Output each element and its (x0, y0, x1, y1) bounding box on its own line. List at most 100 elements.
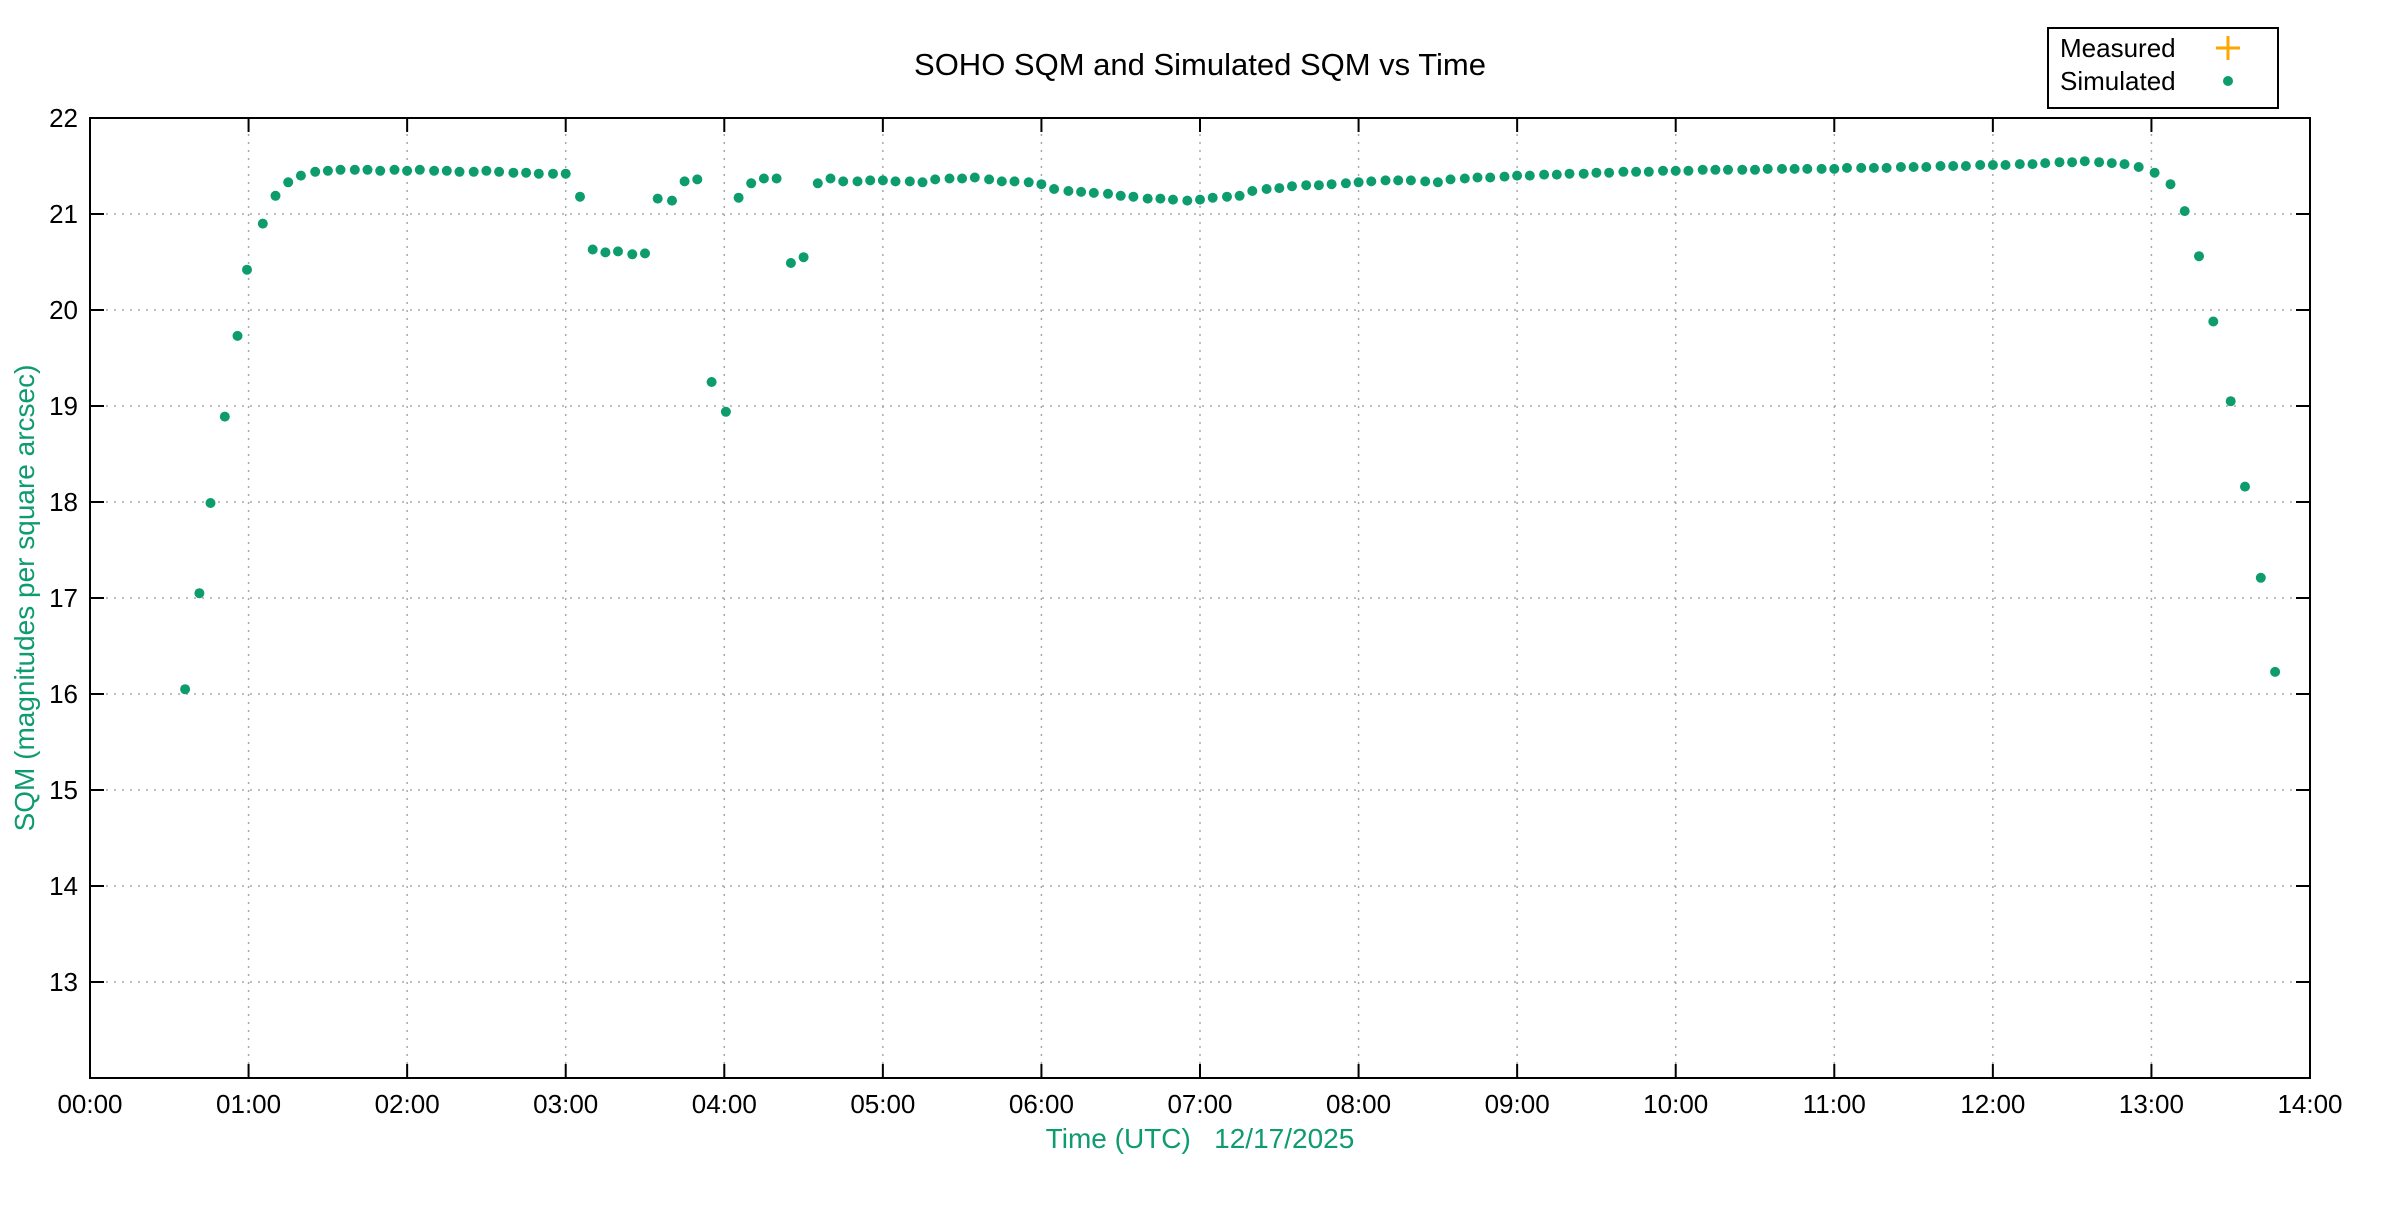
simulated-point (1301, 180, 1312, 191)
y-tick-label: 22 (49, 103, 78, 133)
simulated-point (1948, 161, 1959, 171)
simulated-point (2165, 179, 2176, 190)
x-tick-label: 07:00 (1167, 1089, 1232, 1119)
simulated-point (1023, 177, 1034, 188)
simulated-point (1524, 170, 1535, 181)
simulated-point (2119, 159, 2130, 170)
simulated-point (1683, 165, 1694, 176)
y-tick-label: 21 (49, 199, 78, 229)
simulated-point (1432, 177, 1443, 188)
simulated-point (1247, 186, 1258, 196)
simulated-point (1472, 172, 1483, 183)
simulated-point (1935, 161, 1946, 171)
simulated-point (2054, 157, 2065, 168)
simulated-point (1313, 180, 1324, 191)
simulated-point (575, 191, 585, 202)
simulated-point (865, 175, 876, 186)
simulated-point (1921, 162, 1932, 172)
simulated-point (335, 164, 346, 175)
y-tick-label: 13 (49, 967, 78, 997)
chart-title: SOHO SQM and Simulated SQM vs Time (914, 47, 1486, 82)
simulated-point (798, 252, 809, 263)
simulated-point (180, 684, 191, 695)
x-tick-label: 10:00 (1643, 1089, 1708, 1119)
simulated-point (706, 377, 717, 387)
simulated-point (1115, 190, 1126, 201)
simulated-point (441, 165, 452, 176)
simulated-point (494, 166, 505, 177)
x-tick-label: 08:00 (1326, 1089, 1391, 1119)
simulated-point (560, 168, 571, 179)
simulated-point (2067, 157, 2078, 168)
simulated-point (825, 173, 836, 184)
simulated-point (652, 193, 663, 204)
y-tick-label: 20 (49, 295, 78, 325)
y-tick-label: 16 (49, 679, 78, 709)
simulated-point (917, 177, 928, 188)
x-tick-label: 04:00 (692, 1089, 757, 1119)
simulated-point (468, 166, 479, 177)
simulated-point (548, 168, 558, 179)
simulated-point (640, 248, 650, 259)
simulated-point (984, 174, 995, 185)
tick-labels: 00:00 01:00 02:00 03:00 04:00 05:00 06:00 07:00… (49, 103, 2342, 1119)
dot-icon (2223, 76, 2233, 86)
simulated-point (904, 176, 915, 187)
simulated-point (205, 498, 216, 508)
simulated-point (310, 166, 321, 177)
simulated-point (414, 164, 425, 175)
simulated-point (2194, 251, 2204, 262)
simulated-point (785, 258, 796, 268)
simulated-point (1445, 174, 1456, 185)
simulated-point (508, 167, 519, 178)
simulated-point (1340, 178, 1351, 189)
simulated-point (838, 176, 849, 187)
simulated-point (1881, 162, 1892, 173)
simulated-point (1405, 175, 1416, 186)
simulated-point (1551, 169, 1562, 180)
simulated-point (1103, 188, 1113, 199)
x-tick-label: 11:00 (1803, 1089, 1866, 1119)
simulated-point (627, 249, 638, 260)
simulated-point (1009, 176, 1020, 187)
simulated-point (283, 177, 294, 188)
simulated-point (877, 175, 888, 186)
simulated-point (1168, 194, 1178, 205)
simulated-point (1234, 190, 1245, 201)
simulated-point (587, 244, 598, 255)
simulated-point (257, 218, 268, 229)
x-tick-label: 02:00 (375, 1089, 440, 1119)
simulated-point (679, 176, 690, 187)
simulated-point (2014, 159, 2025, 170)
simulated-point (746, 178, 757, 189)
simulated-point (2106, 158, 2117, 169)
x-tick-label: 03:00 (533, 1089, 598, 1119)
simulated-point (389, 164, 400, 175)
x-tick-label: 06:00 (1009, 1089, 1074, 1119)
simulated-point (1207, 192, 1218, 203)
simulated-point (733, 192, 744, 203)
simulated-point (1564, 168, 1575, 179)
x-tick-label: 00:00 (57, 1089, 122, 1119)
legend: Measured Simulated (2047, 27, 2279, 109)
simulated-point (1287, 181, 1297, 192)
simulated-point (1539, 169, 1550, 180)
y-tick-label: 17 (49, 583, 78, 613)
simulated-point (613, 246, 623, 257)
simulated-point (1578, 168, 1589, 179)
simulated-point (402, 165, 413, 176)
simulated-point (1604, 167, 1615, 178)
simulated-point (1895, 162, 1906, 172)
simulated-point (322, 165, 333, 176)
simulated-point (1195, 194, 1205, 205)
simulated-point (1353, 177, 1364, 188)
simulated-point (1618, 166, 1629, 177)
simulated-point (1499, 171, 1510, 182)
simulated-point (1393, 175, 1404, 186)
simulated-point (1591, 167, 1602, 178)
simulated-point (1723, 164, 1733, 175)
simulated-point (2149, 167, 2160, 178)
simulated-point (1856, 162, 1867, 173)
simulated-point (1777, 163, 1787, 174)
